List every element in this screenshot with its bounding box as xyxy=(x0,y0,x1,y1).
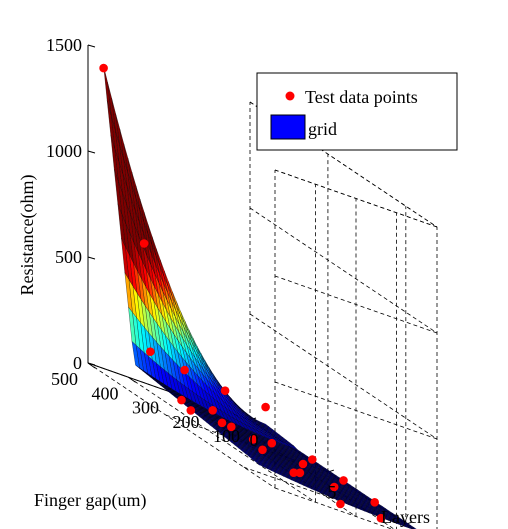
test-data-point xyxy=(376,513,386,523)
z-tick-label: 1500 xyxy=(46,35,82,55)
test-data-point xyxy=(336,499,345,509)
z-tick-label: 0 xyxy=(73,353,82,373)
test-data-point xyxy=(248,435,258,444)
test-data-point xyxy=(217,418,227,428)
test-data-point xyxy=(177,395,186,405)
x-axis-label: Layers xyxy=(381,507,430,527)
legend-marker-test-points xyxy=(285,91,295,101)
test-data-point xyxy=(370,498,380,507)
legend-label-grid: grid xyxy=(308,119,337,139)
test-data-point xyxy=(99,63,108,73)
test-data-point xyxy=(295,468,305,478)
test-data-point xyxy=(186,406,196,415)
y-tick-label: 400 xyxy=(92,383,119,403)
test-data-point xyxy=(180,365,189,375)
tick-labels: 0500100015005004003002001000510 xyxy=(46,35,336,502)
test-data-point xyxy=(339,476,348,485)
y-axis-label: Finger gap(um) xyxy=(34,490,146,511)
test-data-point xyxy=(227,422,236,432)
legend-label-test-points: Test data points xyxy=(305,87,418,107)
y-tick-mark xyxy=(128,376,136,383)
test-data-point xyxy=(146,347,155,357)
z-tick-label: 500 xyxy=(55,247,82,267)
z-tick-mark xyxy=(87,256,96,260)
z-tick-mark xyxy=(87,150,96,154)
test-data-point xyxy=(329,482,339,492)
grid-line xyxy=(87,362,276,489)
test-data-point xyxy=(208,406,217,415)
test-data-point xyxy=(261,402,270,412)
y-tick-label: 300 xyxy=(132,398,159,418)
test-data-point xyxy=(298,459,308,469)
test-data-point xyxy=(289,468,299,478)
y-tick-label: 200 xyxy=(173,412,200,432)
grid-line xyxy=(249,207,438,334)
test-data-points xyxy=(99,63,386,523)
z-axis-label: Resistance(ohm) xyxy=(17,175,38,296)
x-tick-label: 5 xyxy=(327,482,336,502)
test-data-point xyxy=(139,239,149,248)
grid-line xyxy=(274,169,438,228)
surface-grid xyxy=(103,65,417,529)
z-tick-label: 1000 xyxy=(46,141,82,161)
y-tick-label: 100 xyxy=(213,426,240,446)
x-tick-label: 0 xyxy=(250,430,259,450)
legend: Test data points grid xyxy=(256,72,458,151)
y-tick-mark xyxy=(87,362,96,369)
test-data-point xyxy=(267,438,277,448)
z-tick-mark xyxy=(87,44,96,48)
surface-cell xyxy=(103,65,112,116)
test-data-point xyxy=(258,445,267,455)
y-tick-label: 500 xyxy=(51,369,78,389)
test-data-point xyxy=(308,455,317,464)
grid-line xyxy=(249,313,438,440)
test-data-point xyxy=(220,386,230,396)
grid-line xyxy=(128,376,316,503)
legend-marker-grid xyxy=(270,114,306,140)
